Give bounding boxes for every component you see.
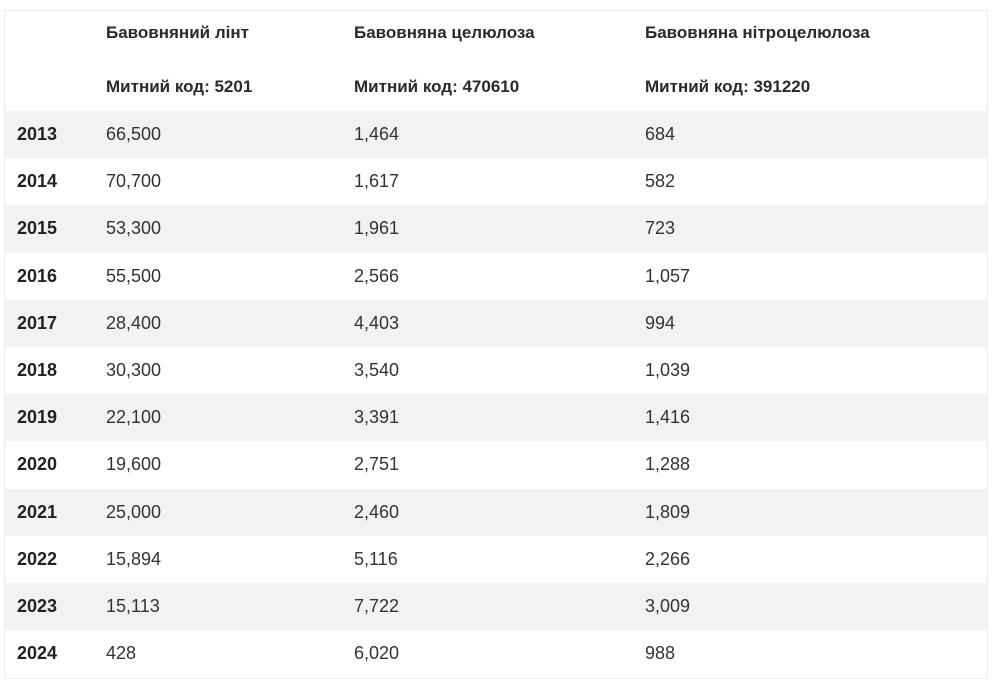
nitrocellulose-value-cell: 684 [632, 111, 987, 159]
table-row: 2018 30,300 3,540 1,039 [5, 346, 987, 395]
cotton-trade-table: Бавовняний лінт Митний код: 5201 Бавовня… [5, 11, 987, 678]
lint-value-cell: 28,400 [93, 299, 341, 347]
nitrocellulose-value-cell: 1,057 [632, 252, 987, 300]
header-customs-code: Митний код: 470610 [354, 77, 520, 96]
header-lint-column: Бавовняний лінт Митний код: 5201 [93, 11, 341, 111]
lint-value-cell: 55,500 [93, 252, 341, 300]
header-nitrocellulose-column: Бавовняна нітроцелюлоза Митний код: 3912… [632, 11, 987, 111]
header-title: Бавовняна целюлоза [354, 23, 535, 42]
table-row: 2022 15,894 5,116 2,266 [5, 535, 987, 583]
lint-value-cell: 66,500 [93, 111, 341, 159]
lint-value-cell: 15,894 [93, 535, 341, 583]
lint-value-cell: 19,600 [93, 441, 341, 489]
header-title: Бавовняний лінт [106, 23, 249, 42]
table-row: 2020 19,600 2,751 1,288 [5, 441, 987, 489]
header-title: Бавовняна нітроцелюлоза [645, 23, 870, 42]
lint-value-cell: 15,113 [93, 582, 341, 631]
cellulose-value-cell: 4,403 [341, 299, 632, 347]
year-cell: 2023 [5, 582, 93, 631]
table-row: 2013 66,500 1,464 684 [5, 111, 987, 159]
header-row: Бавовняний лінт Митний код: 5201 Бавовня… [5, 11, 987, 111]
year-cell: 2024 [5, 630, 93, 678]
year-cell: 2021 [5, 488, 93, 536]
table-row: 2021 25,000 2,460 1,809 [5, 488, 987, 536]
year-cell: 2016 [5, 252, 93, 300]
lint-value-cell: 70,700 [93, 158, 341, 206]
header-cellulose-column: Бавовняна целюлоза Митний код: 470610 [341, 11, 632, 111]
cellulose-value-cell: 6,020 [341, 630, 632, 678]
table-row: 2019 22,100 3,391 1,416 [5, 394, 987, 442]
lint-value-cell: 428 [93, 630, 341, 678]
table-header: Бавовняний лінт Митний код: 5201 Бавовня… [5, 11, 987, 111]
cellulose-value-cell: 2,460 [341, 488, 632, 536]
cellulose-value-cell: 3,391 [341, 394, 632, 442]
year-cell: 2014 [5, 158, 93, 206]
year-cell: 2015 [5, 205, 93, 253]
table-row: 2016 55,500 2,566 1,057 [5, 252, 987, 300]
lint-value-cell: 25,000 [93, 488, 341, 536]
year-cell: 2017 [5, 299, 93, 347]
table-row: 2023 15,113 7,722 3,009 [5, 582, 987, 631]
cellulose-value-cell: 2,566 [341, 252, 632, 300]
year-cell: 2022 [5, 535, 93, 583]
year-cell: 2018 [5, 346, 93, 395]
table-row: 2024 428 6,020 988 [5, 630, 987, 678]
data-table-container: Бавовняний лінт Митний код: 5201 Бавовня… [4, 10, 988, 679]
table-row: 2014 70,700 1,617 582 [5, 158, 987, 206]
nitrocellulose-value-cell: 1,416 [632, 394, 987, 442]
nitrocellulose-value-cell: 723 [632, 205, 987, 253]
nitrocellulose-value-cell: 3,009 [632, 582, 987, 631]
lint-value-cell: 53,300 [93, 205, 341, 253]
table-row: 2015 53,300 1,961 723 [5, 205, 987, 253]
lint-value-cell: 22,100 [93, 394, 341, 442]
cellulose-value-cell: 1,961 [341, 205, 632, 253]
header-customs-code: Митний код: 5201 [106, 77, 253, 96]
year-cell: 2019 [5, 394, 93, 442]
cellulose-value-cell: 1,464 [341, 111, 632, 159]
nitrocellulose-value-cell: 2,266 [632, 535, 987, 583]
nitrocellulose-value-cell: 994 [632, 299, 987, 347]
nitrocellulose-value-cell: 1,039 [632, 346, 987, 395]
header-customs-code: Митний код: 391220 [645, 77, 811, 96]
table-row: 2017 28,400 4,403 994 [5, 299, 987, 347]
lint-value-cell: 30,300 [93, 346, 341, 395]
year-cell: 2013 [5, 111, 93, 159]
nitrocellulose-value-cell: 1,809 [632, 488, 987, 536]
cellulose-value-cell: 2,751 [341, 441, 632, 489]
cellulose-value-cell: 1,617 [341, 158, 632, 206]
cellulose-value-cell: 7,722 [341, 582, 632, 631]
nitrocellulose-value-cell: 988 [632, 630, 987, 678]
nitrocellulose-value-cell: 1,288 [632, 441, 987, 489]
cellulose-value-cell: 5,116 [341, 535, 632, 583]
table-body: 2013 66,500 1,464 684 2014 70,700 1,617 582 2015… [5, 111, 987, 678]
nitrocellulose-value-cell: 582 [632, 158, 987, 206]
year-cell: 2020 [5, 441, 93, 489]
header-year-column [5, 11, 93, 111]
cellulose-value-cell: 3,540 [341, 346, 632, 395]
